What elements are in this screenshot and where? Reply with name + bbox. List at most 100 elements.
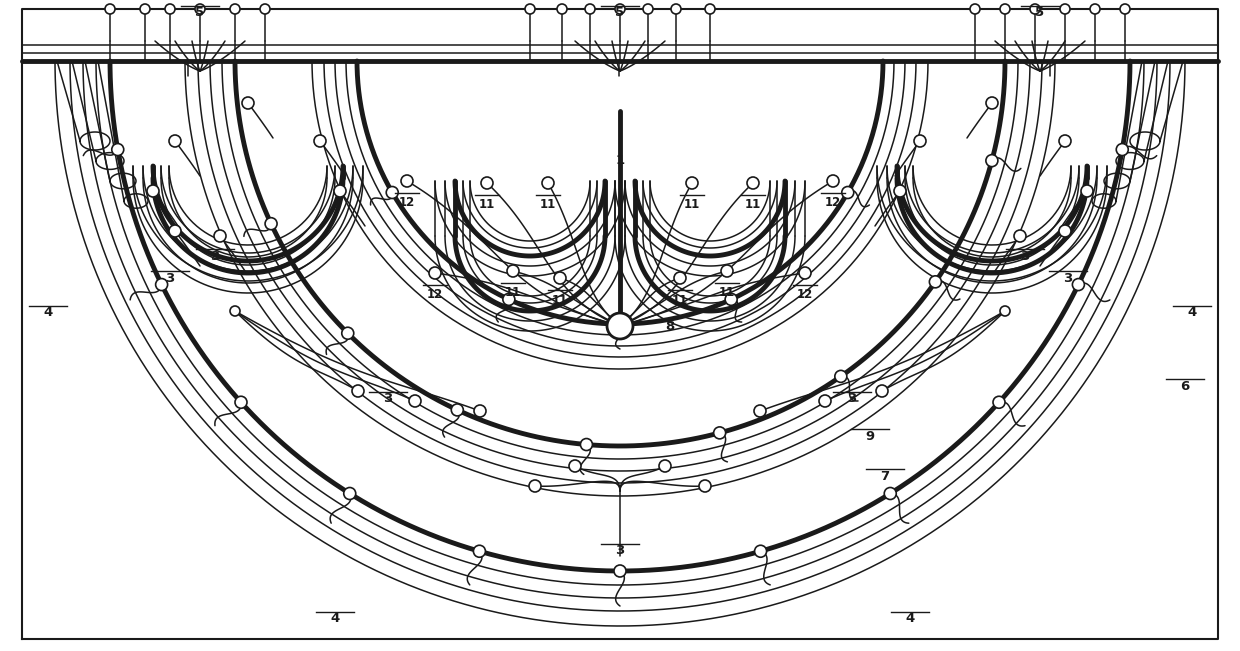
Circle shape — [1116, 144, 1128, 156]
Circle shape — [644, 4, 653, 14]
Text: 12: 12 — [427, 288, 443, 301]
Text: 8: 8 — [666, 320, 675, 333]
Text: 3: 3 — [847, 393, 857, 406]
Circle shape — [842, 186, 854, 199]
Circle shape — [140, 4, 150, 14]
Circle shape — [155, 279, 167, 290]
Text: 12: 12 — [399, 197, 415, 210]
Text: 6: 6 — [1180, 380, 1189, 393]
Text: 3: 3 — [383, 393, 393, 406]
Circle shape — [580, 439, 593, 450]
Circle shape — [914, 135, 926, 147]
Circle shape — [112, 144, 124, 156]
Circle shape — [999, 306, 1011, 316]
Circle shape — [835, 370, 847, 382]
Circle shape — [714, 427, 725, 439]
Circle shape — [970, 4, 980, 14]
Circle shape — [314, 135, 326, 147]
Circle shape — [614, 565, 626, 577]
Circle shape — [451, 404, 464, 416]
Circle shape — [875, 385, 888, 397]
Circle shape — [474, 546, 485, 557]
Circle shape — [986, 97, 998, 109]
Text: 11: 11 — [552, 294, 568, 307]
Circle shape — [999, 4, 1011, 14]
Circle shape — [481, 177, 494, 189]
Circle shape — [525, 4, 534, 14]
Circle shape — [169, 135, 181, 147]
Text: 3: 3 — [615, 544, 625, 557]
Circle shape — [725, 294, 737, 305]
Circle shape — [229, 306, 241, 316]
Text: 4: 4 — [905, 613, 915, 626]
Text: 7: 7 — [880, 469, 889, 482]
Text: 4: 4 — [330, 613, 340, 626]
Circle shape — [706, 4, 715, 14]
Text: 12: 12 — [825, 197, 841, 210]
Circle shape — [265, 217, 277, 230]
Circle shape — [658, 460, 671, 472]
Text: 5: 5 — [196, 7, 205, 20]
Text: 4: 4 — [43, 307, 52, 320]
Circle shape — [986, 155, 998, 167]
Circle shape — [1014, 230, 1025, 242]
Circle shape — [686, 177, 698, 189]
Circle shape — [409, 395, 422, 407]
Circle shape — [386, 186, 398, 199]
Text: 1: 1 — [615, 154, 625, 167]
Circle shape — [569, 460, 582, 472]
Circle shape — [229, 4, 241, 14]
Circle shape — [507, 265, 520, 277]
Circle shape — [334, 185, 346, 197]
Circle shape — [557, 4, 567, 14]
Circle shape — [746, 177, 759, 189]
Circle shape — [429, 267, 441, 279]
Circle shape — [894, 185, 906, 197]
Circle shape — [608, 313, 632, 339]
Text: 11: 11 — [684, 199, 701, 212]
Circle shape — [401, 175, 413, 187]
Circle shape — [799, 267, 811, 279]
Circle shape — [542, 177, 554, 189]
Text: 11: 11 — [505, 286, 521, 299]
Circle shape — [503, 294, 515, 305]
Circle shape — [671, 4, 681, 14]
Text: 3: 3 — [165, 271, 175, 284]
Circle shape — [1081, 185, 1092, 197]
Circle shape — [1059, 135, 1071, 147]
Circle shape — [993, 396, 1004, 408]
Circle shape — [585, 4, 595, 14]
Circle shape — [720, 265, 733, 277]
Circle shape — [352, 385, 365, 397]
Circle shape — [1030, 4, 1040, 14]
Text: 3: 3 — [1064, 271, 1073, 284]
Circle shape — [699, 480, 711, 492]
Circle shape — [675, 272, 686, 284]
Text: 12: 12 — [797, 288, 813, 301]
Circle shape — [884, 488, 897, 499]
Circle shape — [1120, 4, 1130, 14]
Circle shape — [818, 395, 831, 407]
Circle shape — [342, 327, 353, 339]
Text: 9: 9 — [866, 430, 874, 443]
Circle shape — [1073, 279, 1085, 290]
Circle shape — [614, 318, 626, 330]
Circle shape — [827, 175, 839, 187]
Circle shape — [615, 4, 625, 14]
Circle shape — [236, 396, 247, 408]
Circle shape — [215, 230, 226, 242]
Circle shape — [260, 4, 270, 14]
Circle shape — [165, 4, 175, 14]
Text: 5: 5 — [1035, 7, 1044, 20]
Text: 11: 11 — [672, 294, 688, 307]
Text: 11: 11 — [539, 199, 556, 212]
Text: 3: 3 — [1021, 249, 1029, 262]
Text: 11: 11 — [745, 199, 761, 212]
Text: 4: 4 — [1188, 307, 1197, 320]
Circle shape — [529, 480, 541, 492]
Circle shape — [554, 272, 565, 284]
Circle shape — [195, 4, 205, 14]
Circle shape — [148, 185, 159, 197]
Circle shape — [105, 4, 115, 14]
Circle shape — [343, 488, 356, 499]
